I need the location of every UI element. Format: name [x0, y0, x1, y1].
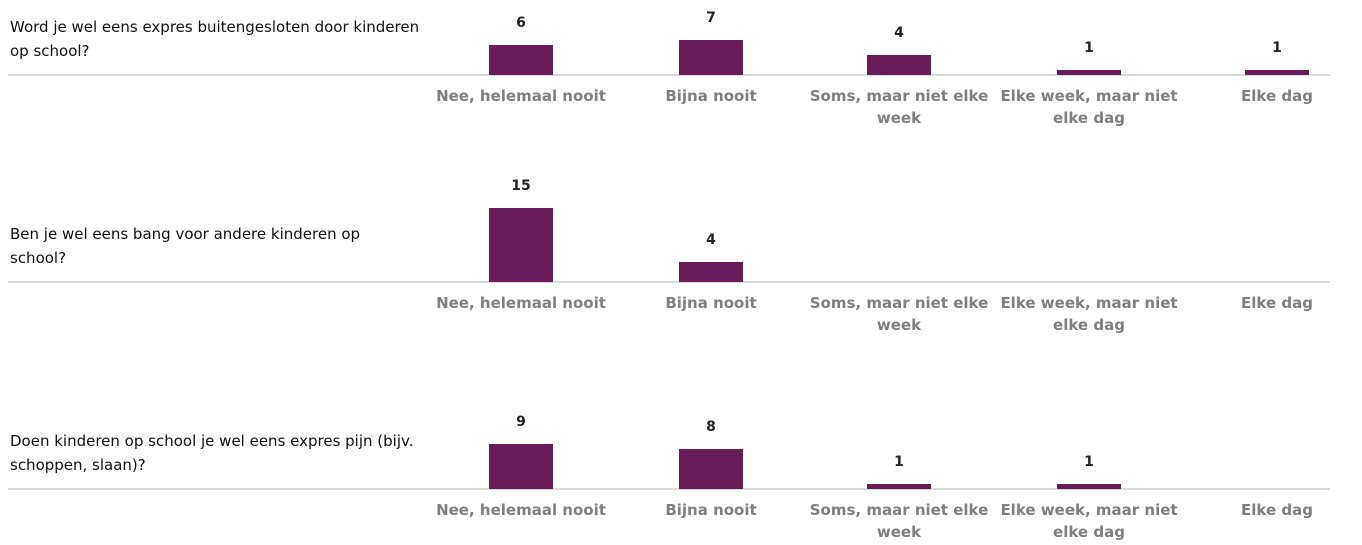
x-tick-label: Soms, maar niet elke week	[809, 501, 989, 541]
x-tick-label: Bijna nooit	[665, 87, 757, 105]
bar	[679, 449, 743, 489]
bar	[489, 207, 553, 282]
x-tick-label: Soms, maar niet elke week	[809, 294, 989, 334]
bar	[489, 45, 553, 75]
x-tick-label: Nee, helemaal nooit	[436, 87, 606, 105]
data-label: 9	[516, 414, 526, 431]
x-tick-label: Elke dag	[1241, 294, 1313, 312]
data-label: 1	[1084, 40, 1094, 57]
x-tick-label: Elke dag	[1241, 501, 1313, 519]
bar	[1057, 484, 1121, 489]
baseline	[8, 74, 1330, 76]
data-label: 6	[516, 15, 526, 32]
x-tick-label: Elke dag	[1241, 87, 1313, 105]
data-label: 7	[706, 10, 716, 27]
x-tick-label: Soms, maar niet elke week	[809, 87, 989, 127]
x-tick-label: Elke week, maar niet elke dag	[1000, 501, 1178, 541]
x-tick-label: Bijna nooit	[665, 501, 757, 519]
data-label: 1	[894, 454, 904, 471]
question: Ben je wel eens bang voor andere kindere…	[10, 225, 361, 267]
data-label: 4	[706, 232, 716, 249]
question: Word je wel eens expres buitengesloten d…	[10, 18, 420, 60]
x-tick-label: Elke week, maar niet elke dag	[1000, 87, 1178, 127]
x-tick-label: Elke week, maar niet elke dag	[1000, 294, 1178, 334]
baseline	[8, 488, 1330, 490]
data-label: 4	[894, 25, 904, 42]
bar	[489, 444, 553, 489]
bar	[867, 484, 931, 489]
data-label: 1	[1272, 40, 1282, 57]
data-label: 15	[511, 177, 531, 194]
bar	[867, 55, 931, 75]
data-label: 1	[1084, 454, 1094, 471]
bar	[1057, 70, 1121, 75]
x-tick-label: Nee, helemaal nooit	[436, 294, 606, 312]
baseline	[8, 281, 1330, 283]
bar	[679, 40, 743, 75]
question: Doen kinderen op school je wel eens expr…	[10, 432, 414, 474]
bar	[1245, 70, 1309, 75]
data-label: 8	[706, 419, 716, 436]
bar	[679, 262, 743, 282]
x-tick-label: Nee, helemaal nooit	[436, 501, 606, 519]
x-tick-label: Bijna nooit	[665, 294, 757, 312]
